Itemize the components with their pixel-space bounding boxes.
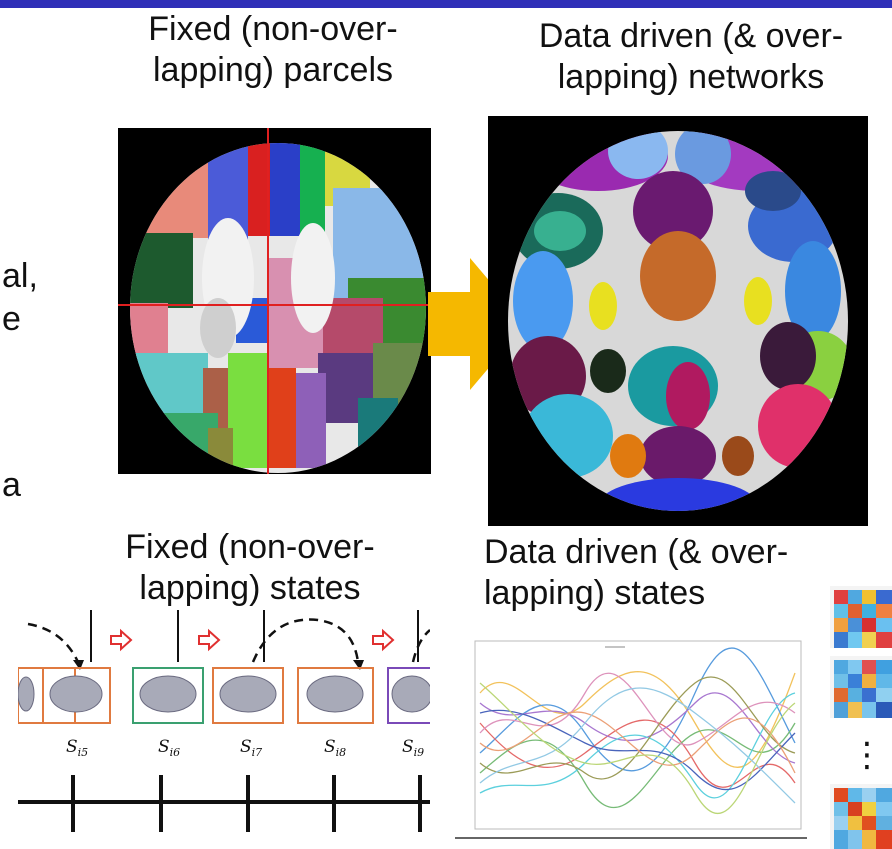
svg-text:Si5: Si5 bbox=[66, 737, 88, 759]
state-timecourse-plot bbox=[455, 633, 807, 845]
svg-text:Si8: Si8 bbox=[324, 737, 346, 759]
caption-networks: Data driven (& over- lapping) networks bbox=[538, 17, 844, 96]
svg-text:Si9: Si9 bbox=[402, 737, 424, 759]
svg-text:Si6: Si6 bbox=[158, 737, 180, 759]
edge-text-fragment: e bbox=[2, 300, 21, 338]
transform-arrow-icon bbox=[428, 258, 526, 390]
top-accent-bar bbox=[0, 0, 892, 8]
network-brain-image bbox=[488, 116, 868, 526]
parcel-brain-image bbox=[118, 128, 431, 474]
edge-text-fragment: a bbox=[2, 466, 21, 504]
caption-parcels: Fixed (non-over- lapping) parcels bbox=[148, 10, 398, 89]
ellipsis-text: ⋮ bbox=[850, 735, 884, 775]
svg-text:Si7: Si7 bbox=[240, 737, 262, 759]
state-matrices: ⋮ bbox=[828, 584, 892, 849]
caption-fixed-states: Fixed (non-over- lapping) states bbox=[125, 528, 375, 607]
caption-data-states: Data driven (& over- lapping) states bbox=[484, 533, 789, 612]
edge-text-fragment: al, bbox=[2, 257, 38, 295]
fixed-states-timeline: Si5 Si6 Si7 Si8 Si9 bbox=[18, 610, 430, 842]
